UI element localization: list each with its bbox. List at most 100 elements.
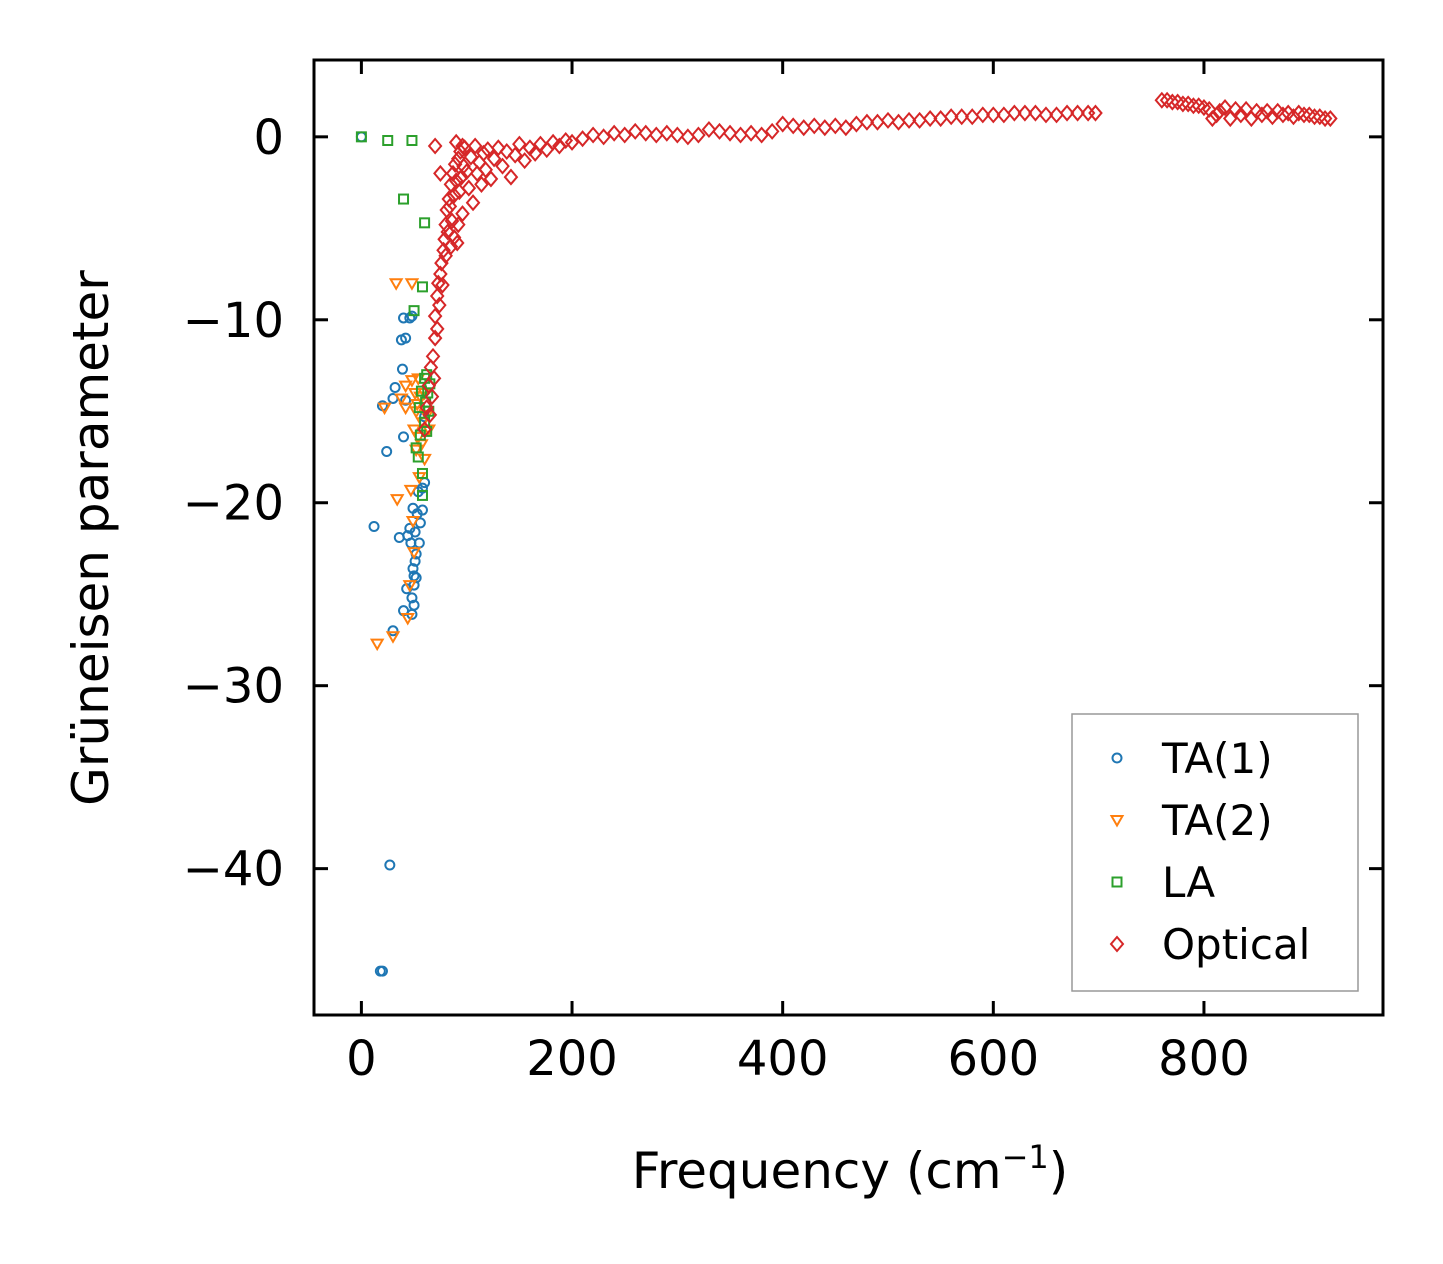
data-point [891, 113, 906, 131]
data-point [407, 563, 419, 575]
data-point [410, 572, 422, 584]
legend: TA(1) TA(2) LA Optical [1071, 713, 1359, 992]
data-point [701, 120, 717, 139]
data-point [1154, 91, 1170, 109]
data-point [817, 119, 833, 137]
data-point [444, 212, 460, 230]
data-point [406, 134, 418, 146]
data-point [455, 205, 470, 223]
data-point [545, 133, 561, 151]
data-point [648, 126, 664, 144]
data-point [389, 494, 405, 507]
data-point [377, 402, 392, 416]
data-point [1209, 106, 1224, 124]
data-point [743, 124, 759, 142]
data-point [385, 631, 401, 644]
data-point [596, 128, 611, 146]
data-point [503, 168, 519, 186]
data-point [450, 216, 466, 234]
data-point [1070, 104, 1085, 122]
data-point [785, 117, 801, 135]
data-point [859, 113, 875, 131]
data-point [1205, 110, 1220, 128]
data-point [483, 170, 499, 188]
data-point [429, 287, 445, 305]
data-point [1175, 95, 1191, 113]
data-point [408, 305, 420, 317]
data-point [585, 126, 601, 144]
data-point [415, 385, 427, 397]
data-point [638, 124, 654, 142]
data-point [712, 122, 727, 140]
data-point [435, 276, 450, 294]
legend-marker [1109, 815, 1125, 828]
data-point [659, 124, 675, 142]
data-point [398, 402, 413, 416]
data-point [398, 380, 413, 394]
data-point [432, 296, 447, 314]
data-point [394, 393, 409, 406]
data-point [416, 281, 428, 293]
data-point [617, 126, 633, 144]
data-point [445, 164, 461, 182]
x-tick-label: 600 [948, 1031, 1040, 1087]
data-point [733, 126, 748, 144]
data-point [403, 484, 419, 498]
data-point [806, 117, 822, 135]
data-point [442, 197, 458, 215]
legend-marker [1109, 935, 1125, 953]
data-point [402, 580, 418, 593]
data-point [575, 130, 590, 148]
data-point [388, 278, 404, 291]
data-point [446, 228, 462, 246]
data-point [405, 516, 421, 529]
data-point [828, 117, 843, 135]
data-point [427, 329, 443, 347]
legend-marker [1111, 752, 1123, 764]
data-point [406, 592, 418, 604]
data-point [680, 128, 696, 146]
data-point [416, 467, 428, 479]
data-point [412, 451, 424, 463]
legend-label: TA(2) [1161, 796, 1273, 845]
data-point [1217, 99, 1233, 117]
data-point [954, 108, 970, 126]
data-point [1233, 106, 1249, 124]
data-point [467, 137, 483, 155]
data-point [439, 201, 455, 219]
y-tick-label: −20 [183, 476, 284, 532]
data-point [389, 381, 401, 393]
data-point [1028, 104, 1043, 122]
data-point [627, 122, 643, 140]
data-point [922, 110, 938, 128]
data-point [398, 431, 410, 443]
data-point [416, 489, 428, 501]
legend-box [1071, 713, 1359, 992]
data-point [691, 126, 706, 144]
data-point [376, 965, 388, 977]
legend-label: LA [1162, 858, 1215, 907]
data-point [1088, 104, 1103, 122]
x-tick-label: 400 [737, 1031, 829, 1087]
data-point [369, 638, 385, 652]
data-point [1317, 110, 1333, 128]
data-point [1323, 110, 1338, 128]
legend-label: TA(1) [1161, 734, 1273, 783]
data-point [406, 547, 422, 560]
data-point [796, 119, 812, 137]
data-point [404, 278, 420, 291]
x-axis-label: Frequency (cm−1) [632, 1138, 1069, 1200]
x-tick-label: 0 [346, 1031, 377, 1087]
data-point [1307, 108, 1322, 126]
legend-label: Optical [1162, 920, 1310, 969]
y-tick-label: −10 [183, 293, 284, 349]
plot-area-frame [312, 58, 1385, 1017]
data-point [880, 111, 896, 129]
data-point [422, 406, 438, 424]
x-tick-labels: 0 200 400 600 800 [346, 1031, 1250, 1087]
data-point [1165, 93, 1180, 111]
y-tick-labels: 0 −10 −20 −30 −40 [183, 110, 284, 898]
series-optical [417, 91, 1338, 439]
data-point [901, 111, 917, 129]
